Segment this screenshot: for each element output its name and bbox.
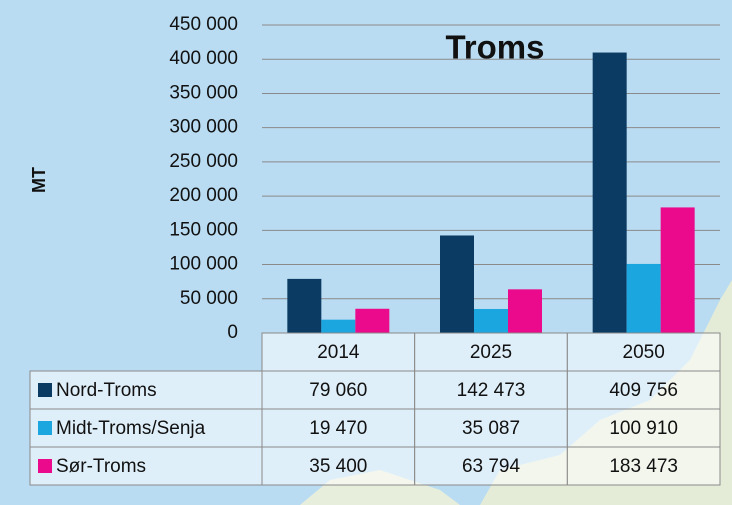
table-value: 35 087 bbox=[462, 418, 520, 439]
table-cell bbox=[566, 408, 721, 448]
bar bbox=[626, 263, 661, 333]
table-value: 79 060 bbox=[309, 380, 367, 401]
y-tick-label: 250 000 bbox=[169, 151, 238, 172]
x-tick-label: 2025 bbox=[470, 342, 512, 363]
x-tick-label: 2014 bbox=[317, 342, 360, 363]
legend-label: Nord-Troms bbox=[56, 380, 157, 401]
bar bbox=[474, 308, 508, 333]
table-legend-cell bbox=[29, 408, 263, 448]
table-cell bbox=[414, 370, 568, 410]
y-tick-label: 50 000 bbox=[180, 288, 238, 309]
table-cell bbox=[414, 408, 568, 448]
y-tick-label: 400 000 bbox=[169, 48, 238, 69]
table-cell bbox=[261, 370, 416, 410]
table-legend-cell bbox=[29, 446, 263, 486]
y-axis-label: MT bbox=[29, 167, 49, 193]
y-tick-label: 300 000 bbox=[169, 117, 238, 138]
legend-label: Sør-Troms bbox=[56, 456, 146, 477]
bar bbox=[321, 319, 356, 333]
table-value: 183 473 bbox=[609, 456, 678, 477]
table-header-cell bbox=[414, 332, 568, 372]
y-tick-label: 0 bbox=[227, 322, 238, 343]
bar bbox=[440, 235, 474, 333]
table-header-cell bbox=[566, 332, 721, 372]
y-tick-label: 350 000 bbox=[169, 82, 238, 103]
table-cell bbox=[261, 408, 416, 448]
table-value: 19 470 bbox=[309, 418, 367, 439]
legend-swatch bbox=[38, 421, 52, 435]
y-tick-label: 100 000 bbox=[169, 254, 238, 275]
legend-label: Midt-Troms/Senja bbox=[56, 418, 206, 439]
table-value: 409 756 bbox=[609, 380, 678, 401]
bar bbox=[508, 289, 542, 333]
y-tick-label: 150 000 bbox=[169, 219, 238, 240]
table-value: 100 910 bbox=[609, 418, 678, 439]
x-tick-label: 2050 bbox=[623, 342, 665, 363]
bar bbox=[660, 207, 695, 333]
table-value: 35 400 bbox=[309, 456, 367, 477]
bar bbox=[355, 308, 390, 333]
table-value: 63 794 bbox=[462, 456, 521, 477]
table-legend-cell bbox=[29, 370, 263, 410]
legend-swatch bbox=[38, 459, 52, 473]
chart-title: Troms bbox=[445, 29, 544, 66]
y-tick-label: 200 000 bbox=[169, 185, 238, 206]
y-tick-label: 450 000 bbox=[169, 14, 238, 35]
legend-swatch bbox=[38, 383, 52, 397]
table-cell bbox=[566, 446, 721, 486]
table-value: 142 473 bbox=[457, 380, 526, 401]
bar bbox=[592, 52, 627, 334]
bar bbox=[287, 278, 322, 333]
